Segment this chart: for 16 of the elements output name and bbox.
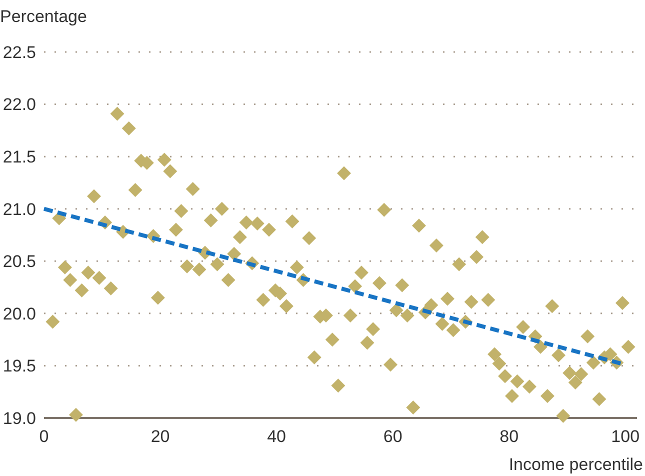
x-tick-label: 0 (39, 427, 49, 446)
x-tick-label: 80 (500, 427, 519, 446)
y-tick-label: 19.0 (2, 408, 36, 428)
x-axis-title: Income percentile (508, 455, 643, 474)
x-tick-label: 20 (150, 427, 170, 446)
y-tick-label: 21.0 (2, 200, 36, 219)
y-tick-label: 20.5 (2, 252, 36, 272)
y-tick-label: 19.5 (2, 356, 36, 376)
x-tick-label: 100 (611, 427, 640, 446)
y-axis-title: Percentage (0, 7, 87, 26)
y-tick-label: 22.0 (2, 95, 36, 114)
y-tick-label: 21.5 (2, 148, 36, 167)
y-tick-label: 20.0 (2, 304, 36, 324)
x-tick-label: 60 (383, 427, 402, 446)
x-tick-label: 40 (267, 427, 286, 446)
y-tick-label: 22.5 (2, 42, 36, 62)
